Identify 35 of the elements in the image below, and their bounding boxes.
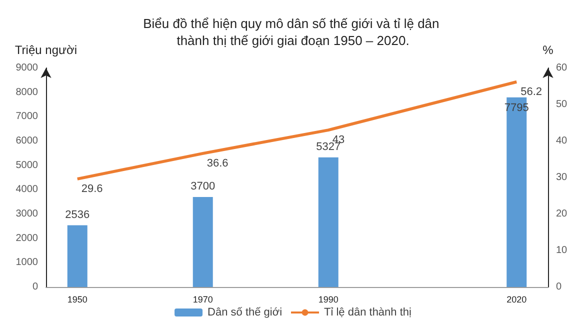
x-tick-label: 1990 bbox=[318, 294, 338, 304]
y-tick-label: 7000 bbox=[16, 111, 38, 122]
legend-label: Tỉ lệ dân thành thị bbox=[324, 306, 412, 318]
legend-label: Dân số thế giới bbox=[208, 306, 282, 318]
y2-tick-label: 0 bbox=[556, 282, 562, 292]
data-label: 29.6 bbox=[81, 182, 103, 195]
bar bbox=[67, 225, 88, 287]
y-tick-label: 3000 bbox=[16, 208, 38, 220]
x-tick-label: 1950 bbox=[67, 294, 88, 304]
y-axis-title: Triệu người bbox=[14, 43, 78, 57]
bar bbox=[192, 196, 213, 287]
data-label: 56.2 bbox=[520, 86, 542, 98]
bar bbox=[318, 157, 338, 287]
y-tick-label: 2000 bbox=[16, 232, 38, 244]
y2-axis-title: % bbox=[542, 43, 554, 57]
x-tick-label: 1970 bbox=[192, 294, 213, 304]
y-tick-label: 9000 bbox=[16, 62, 38, 74]
y2-tick-label: 30 bbox=[556, 172, 568, 183]
y-tick-label: 6000 bbox=[16, 136, 38, 146]
y2-tick-label: 10 bbox=[556, 245, 568, 256]
y-tick-label: 1000 bbox=[16, 257, 38, 268]
y-tick-label: 0 bbox=[32, 282, 38, 292]
y2-tick-label: 50 bbox=[556, 99, 568, 110]
y-tick-label: 5000 bbox=[16, 160, 38, 171]
x-tick-label: 2020 bbox=[506, 294, 527, 304]
y2-tick-label: 60 bbox=[556, 62, 568, 74]
chart-title: Biểu đồ thể hiện quy mô dân số thế giới và tỉ lệ dân thành thị thế giới giai đoạn 1950 – 2020. bbox=[143, 16, 443, 48]
y-tick-label: 4000 bbox=[16, 184, 38, 196]
y2-tick-label: 40 bbox=[556, 136, 568, 146]
bar bbox=[506, 97, 527, 287]
data-label: 36.6 bbox=[206, 157, 228, 170]
data-label: 3700 bbox=[190, 180, 216, 192]
y2-tick-label: 20 bbox=[556, 208, 568, 220]
data-label: 2536 bbox=[65, 208, 90, 221]
y-tick-label: 8000 bbox=[16, 86, 38, 98]
